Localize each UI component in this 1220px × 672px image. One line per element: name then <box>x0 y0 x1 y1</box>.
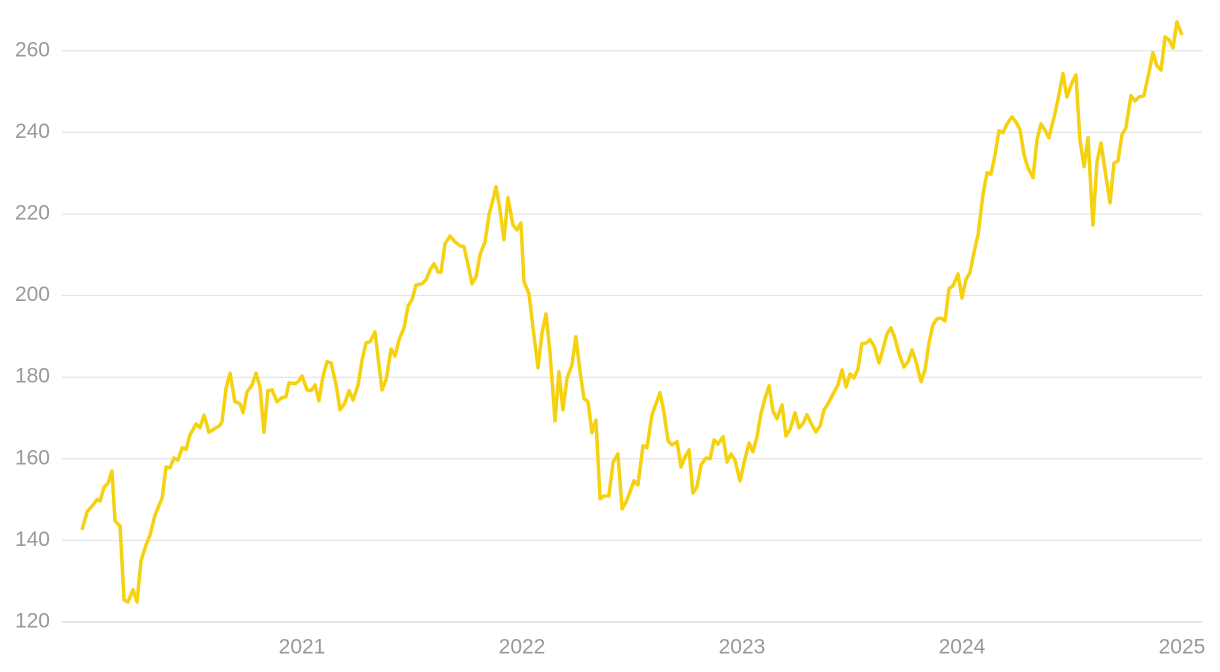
y-tick-label: 220 <box>15 202 50 225</box>
x-tick-label: 2025 <box>1159 636 1206 659</box>
x-tick-label: 2021 <box>279 636 326 659</box>
y-tick-label: 260 <box>15 38 50 61</box>
x-tick-label: 2023 <box>719 636 766 659</box>
y-tick-label: 160 <box>15 446 50 469</box>
y-tick-label: 200 <box>15 283 50 306</box>
y-tick-label: 140 <box>15 528 50 551</box>
x-tick-label: 2022 <box>499 636 546 659</box>
price-line <box>80 20 1184 604</box>
y-tick-label: 120 <box>15 610 50 633</box>
x-tick-label: 2024 <box>939 636 986 659</box>
y-tick-label: 180 <box>15 365 50 388</box>
y-tick-label: 240 <box>15 120 50 143</box>
